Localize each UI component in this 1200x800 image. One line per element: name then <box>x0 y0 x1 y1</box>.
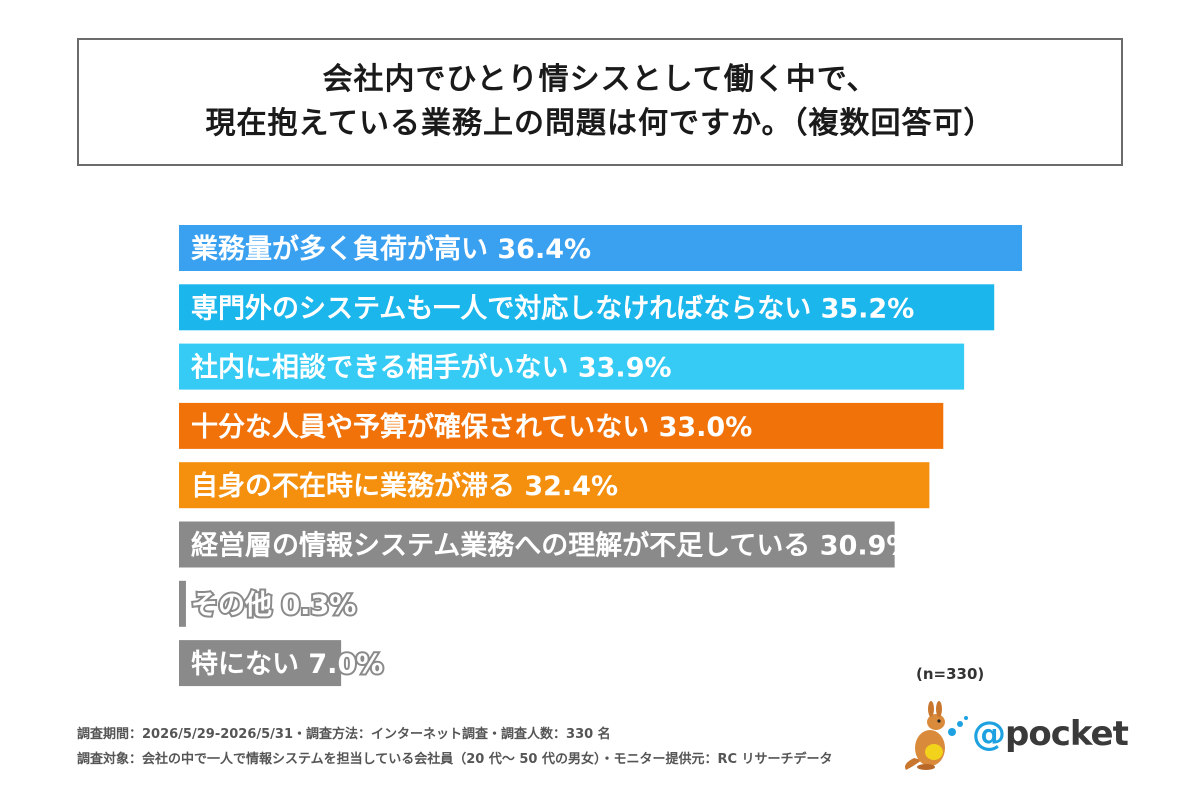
bar-5 <box>179 462 930 509</box>
footnote-survey-target: 調査対象：会社の中で一人で情報システムを担当している会社員（20 代～ 50 代… <box>77 752 833 767</box>
bar-label-8: 特にない 7.0% <box>191 649 383 680</box>
logo-at-symbol: @ <box>972 714 1006 754</box>
bar-label-7: その他 0.3% <box>191 590 356 621</box>
bar-7 <box>179 580 186 627</box>
kangaroo-icon <box>905 701 968 770</box>
title-line-1: 会社内でひとり情シスとして働く中で、 <box>322 62 878 97</box>
bar-label-3: 社内に相談できる相手がいない 33.9% <box>191 352 672 384</box>
bar-8 <box>179 640 342 687</box>
bar-2 <box>179 284 995 331</box>
logo-word: pocket <box>1005 714 1129 754</box>
title-line-2: 現在抱えている業務上の問題は何ですか。（複数回答可） <box>205 106 995 141</box>
bar-3 <box>179 343 965 390</box>
bar-6 <box>179 521 895 568</box>
sample-size: (n=330) <box>916 665 985 683</box>
bar-label-5: 自身の不在時に業務が滞る 32.4% <box>191 470 618 502</box>
title-box: 会社内でひとり情シスとして働く中で、 現在抱えている業務上の問題は何ですか。（複… <box>77 38 1123 166</box>
bar-1 <box>179 225 1023 271</box>
bar-label-4: 十分な人員や予算が確保されていない 33.0% <box>191 411 752 443</box>
bar-label-2: 専門外のシステムも一人で対応しなければならない 35.2% <box>191 292 914 324</box>
logo-wordmark: @pocket <box>972 714 1129 754</box>
bar-label-1: 業務量が多く負荷が高い 36.4% <box>191 233 591 265</box>
footnote-survey-period: 調査期間：2026/5/29-2026/5/31・調査方法：インターネット調査・… <box>77 727 611 742</box>
bar-label-6: 経営層の情報システム業務への理解が不足している 30.9% <box>191 530 913 562</box>
bar-4 <box>179 402 944 449</box>
pocket-logo: @pocket <box>900 698 1140 772</box>
